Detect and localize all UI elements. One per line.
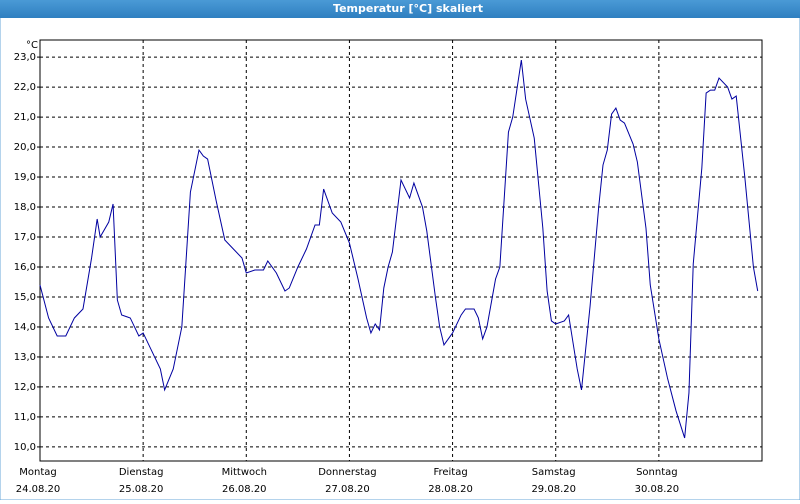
y-tick-label: 15,0 <box>14 292 36 303</box>
plot-border <box>39 39 763 462</box>
y-tick-label: 16,0 <box>14 262 36 273</box>
y-unit: °C <box>26 40 38 51</box>
title-bar <box>0 0 800 18</box>
y-tick-label: 17,0 <box>14 232 36 243</box>
y-tick-label: 11,0 <box>14 412 36 423</box>
y-tick-label: 21,0 <box>14 112 36 123</box>
x-tick-label: Dienstag <box>119 467 164 478</box>
y-tick-label: 18,0 <box>14 202 36 213</box>
x-tick-label: Sonntag <box>636 467 678 478</box>
y-tick-label: 10,0 <box>14 442 36 453</box>
x-tick-date: 29.08.20 <box>531 484 576 495</box>
x-tick-date: 27.08.20 <box>325 484 370 495</box>
y-tick-label: 14,0 <box>14 322 36 333</box>
x-tick-date: 26.08.20 <box>222 484 267 495</box>
y-tick-label: 12,0 <box>14 382 36 393</box>
x-tick-date: 30.08.20 <box>635 484 680 495</box>
x-tick-label: Donnerstag <box>318 467 376 478</box>
y-tick-label: 13,0 <box>14 352 36 363</box>
x-tick-label: Freitag <box>433 467 467 478</box>
x-tick-label: Samstag <box>532 467 576 478</box>
chart-title: Temperatur [°C] skaliert <box>333 2 483 15</box>
y-tick-label: 19,0 <box>14 172 36 183</box>
y-tick-label: 22,0 <box>14 82 36 93</box>
y-tick-label: 20,0 <box>14 142 36 153</box>
y-tick-label: 23,0 <box>14 52 36 63</box>
temperature-line <box>39 60 759 439</box>
x-tick-label: Montag <box>19 467 56 478</box>
x-tick-date: 25.08.20 <box>119 484 164 495</box>
x-tick-label: Mittwoch <box>222 467 267 478</box>
x-tick-date: 24.08.20 <box>16 484 61 495</box>
x-tick-date: 28.08.20 <box>428 484 473 495</box>
